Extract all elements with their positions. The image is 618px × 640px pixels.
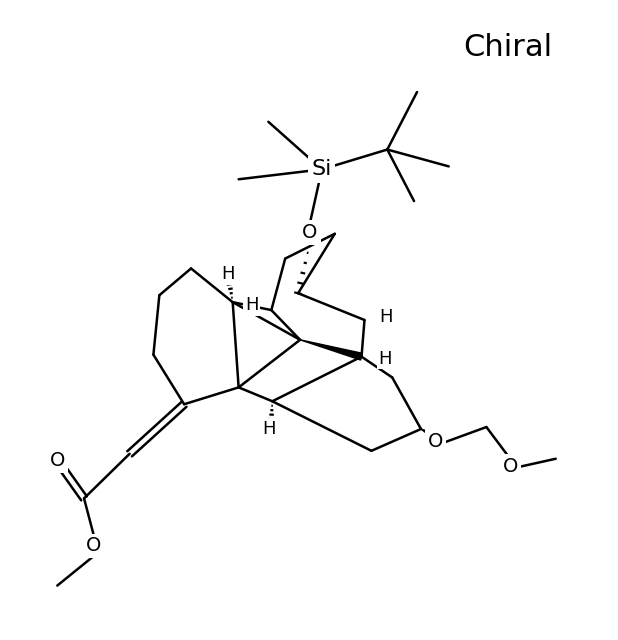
Text: O: O [302, 223, 318, 243]
Text: O: O [502, 457, 518, 476]
Text: O: O [428, 433, 444, 451]
Polygon shape [300, 340, 362, 360]
Polygon shape [421, 429, 438, 440]
Text: H: H [379, 308, 393, 326]
Text: Chiral: Chiral [464, 33, 552, 62]
Text: O: O [49, 451, 65, 470]
Text: Si: Si [311, 159, 332, 179]
Text: H: H [245, 296, 258, 314]
Text: H: H [379, 349, 392, 367]
Text: O: O [87, 536, 101, 556]
Text: H: H [221, 266, 234, 284]
Text: H: H [263, 420, 276, 438]
